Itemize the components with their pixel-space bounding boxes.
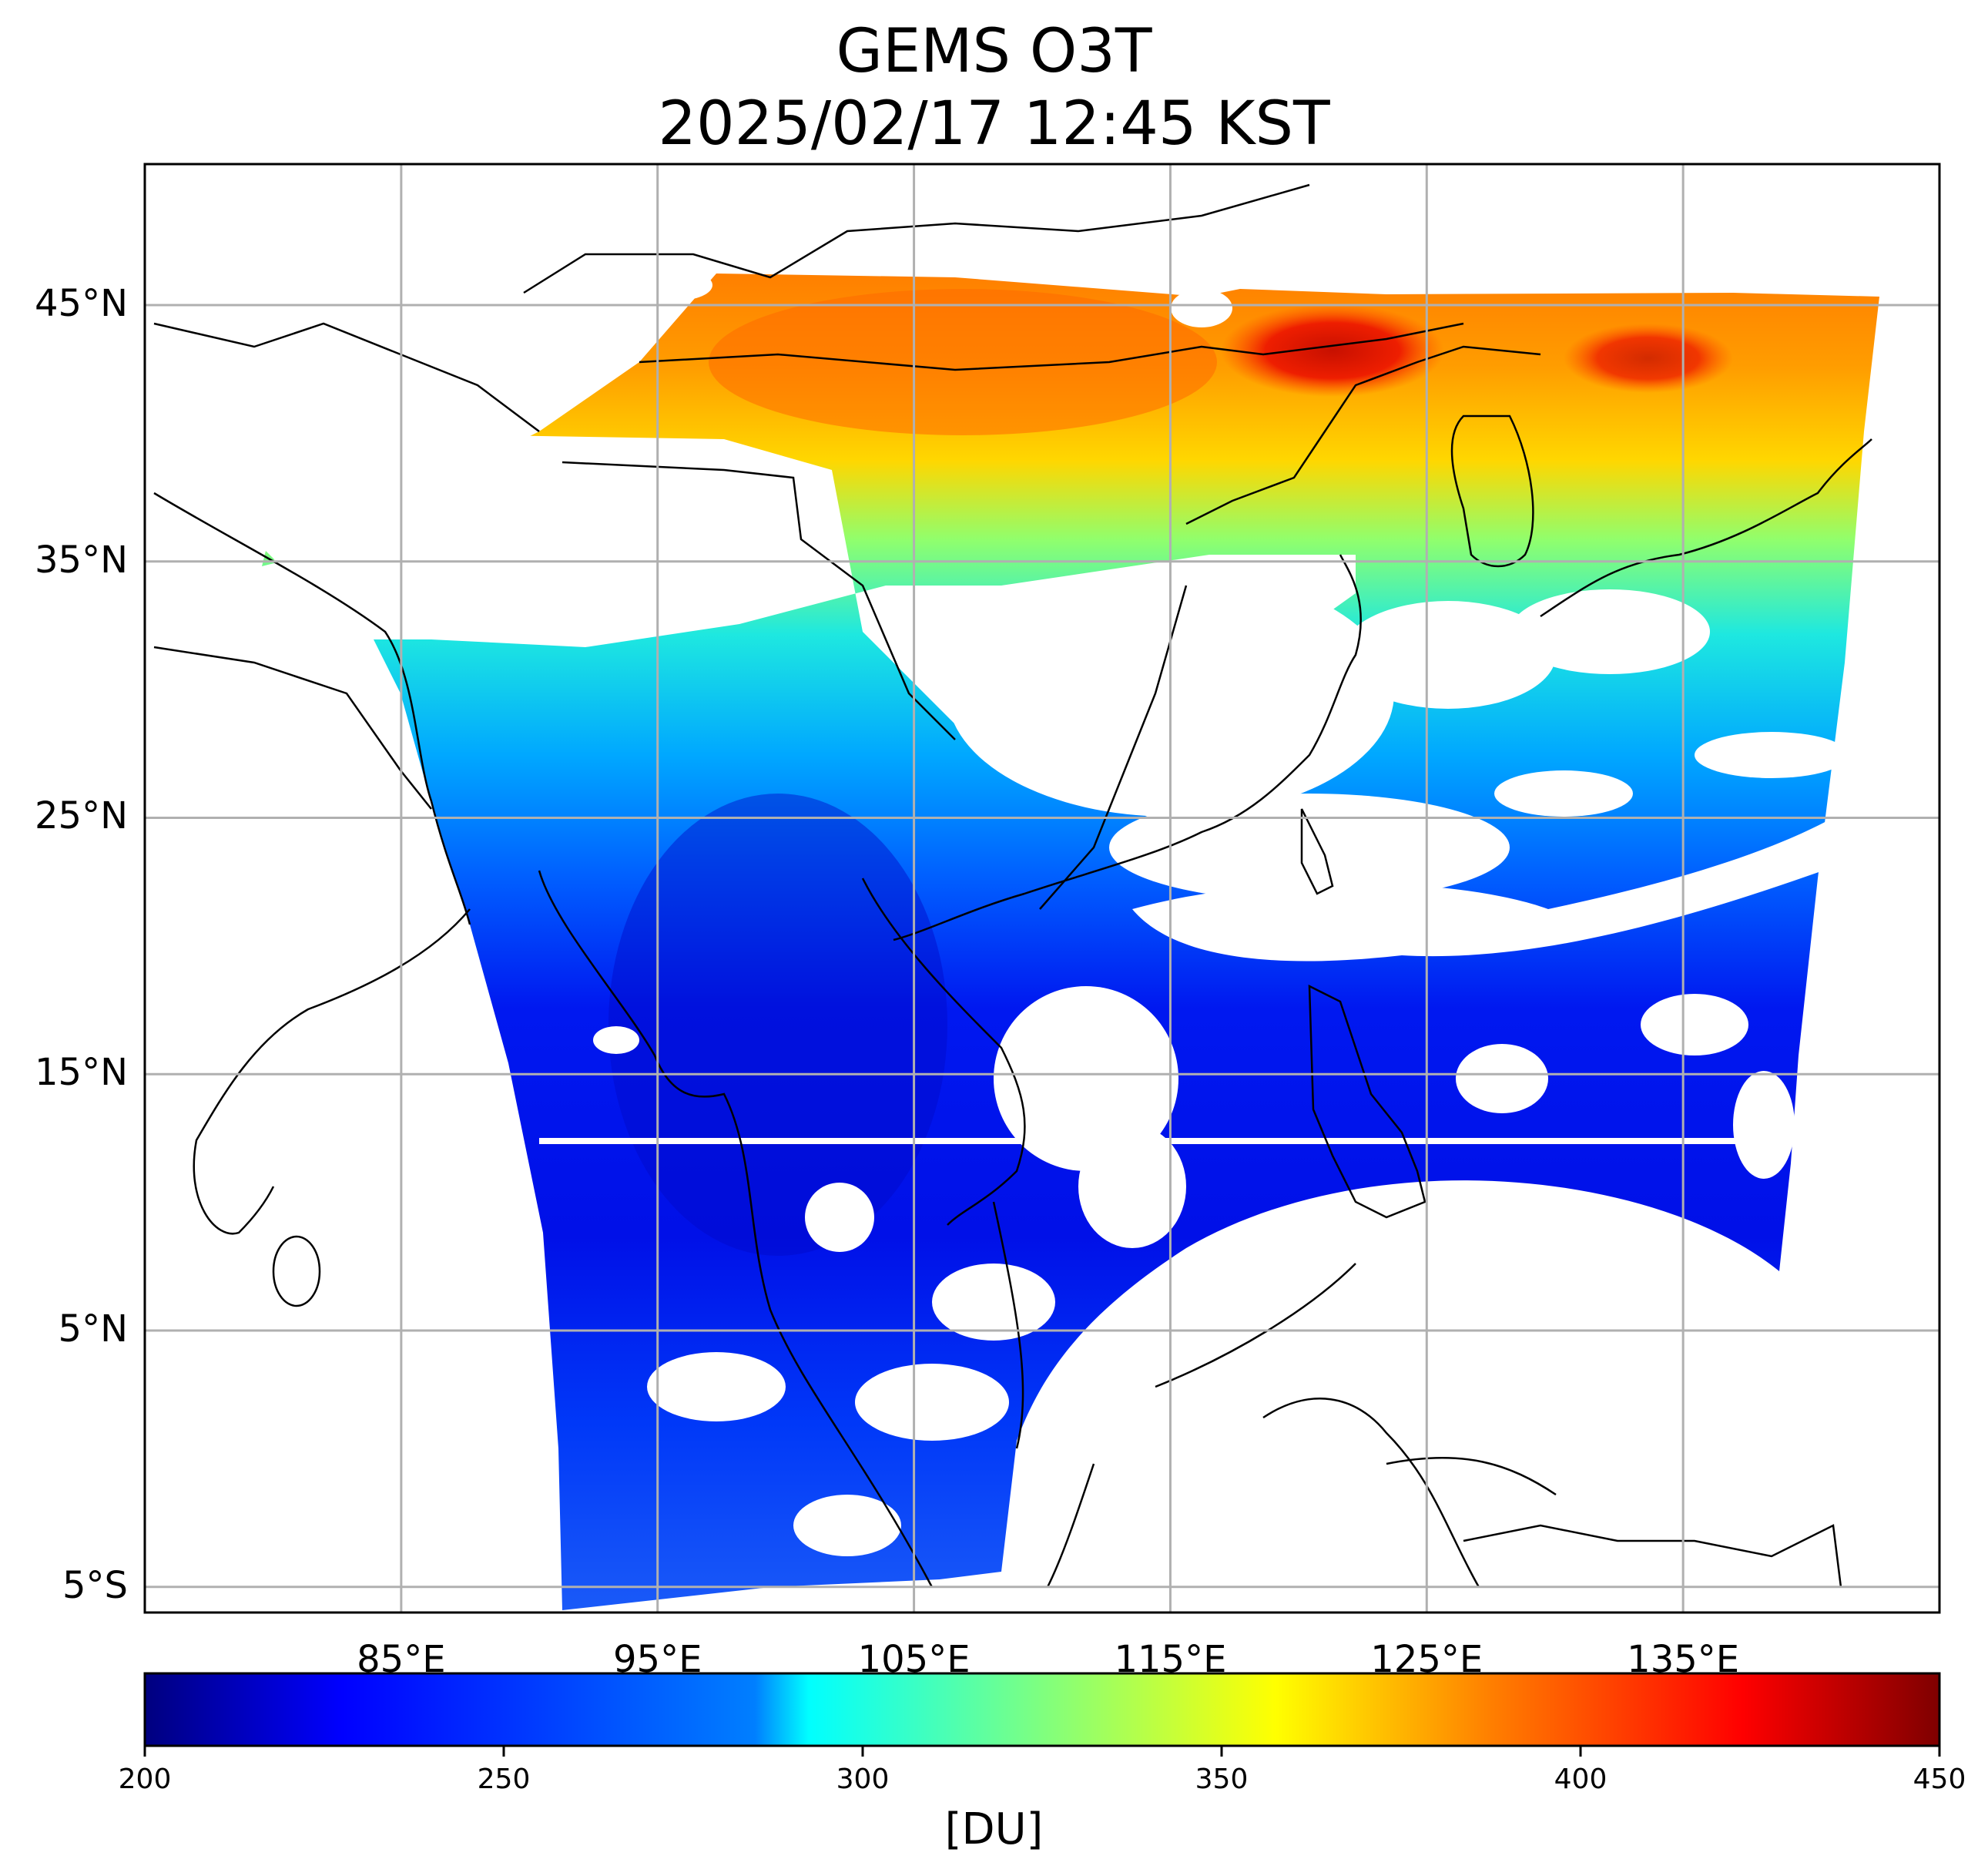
colorbar-tick-label: 350 [1195,1764,1249,1795]
colorbar-tick-marks [143,1746,1941,1757]
colorbar-tick-label: 250 [477,1764,531,1795]
colorbar-tick-label: 300 [836,1764,890,1795]
gridlines [145,164,1939,1613]
latitude-tick-label: 25°N [35,794,128,838]
latitude-tick-label: 35°N [35,538,128,582]
chart-subtitle-datetime: 2025/02/17 12:45 KST [658,89,1330,159]
longitude-tick-label: 125°E [1370,1638,1483,1681]
longitude-tick-label: 105°E [857,1638,971,1681]
colorbar-tick-label: 450 [1913,1764,1966,1795]
longitude-tick-label: 115°E [1114,1638,1227,1681]
longitude-tick-label: 95°E [613,1638,702,1681]
latitude-tick-label: 45°N [35,282,128,325]
latitude-tick-label: 5°S [62,1563,128,1607]
latitude-tick-label: 15°N [35,1051,128,1095]
colorbar-tick-label: 200 [118,1764,172,1795]
coastlines-and-borders [153,183,1872,1588]
map-frame [143,163,1941,1614]
colorbar-unit-label: [DU] [944,1804,1044,1854]
chart-title: GEMS O3T [836,17,1152,86]
cloud-gaps [270,270,1849,1556]
colorbar [143,1672,1941,1747]
longitude-tick-label: 85°E [357,1638,446,1681]
colorbar-tick-label: 400 [1554,1764,1607,1795]
latitude-tick-label: 5°N [58,1307,128,1351]
longitude-tick-label: 135°E [1627,1638,1740,1681]
